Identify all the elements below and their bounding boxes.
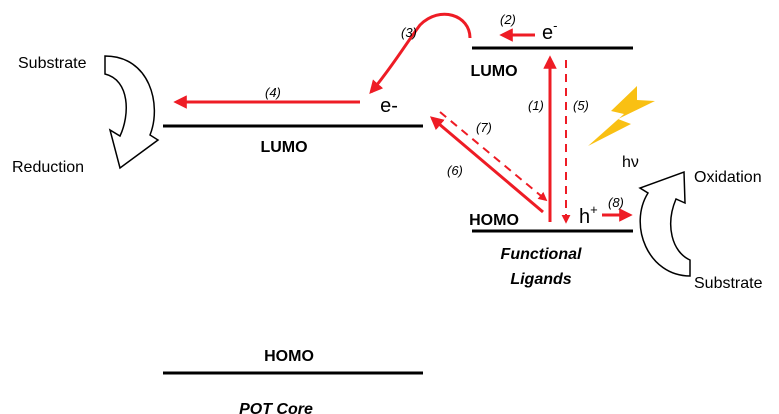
- electron-core-label: e-: [380, 95, 398, 117]
- ligands-caption-line2: Ligands: [510, 271, 571, 288]
- hole-symbol: h: [579, 206, 590, 228]
- ligands-caption-line1: Functional: [501, 246, 582, 263]
- arrow-step-3: [369, 12, 472, 95]
- lumo-core-label: LUMO: [260, 139, 307, 156]
- oxidation-label: Oxidation: [694, 169, 762, 186]
- hole-label: h+: [579, 202, 598, 228]
- homo-core-label: HOMO: [264, 348, 314, 365]
- electron-ligand-symbol: e: [542, 22, 553, 44]
- arrow-step-6: [429, 116, 544, 214]
- electron-ligand-sup: -: [553, 18, 557, 33]
- step-label-2: (2): [500, 12, 516, 27]
- reduction-label: Reduction: [12, 159, 84, 176]
- lightning-bolt-icon: [588, 86, 655, 146]
- hole-sup: +: [590, 202, 598, 217]
- step-label-1: (1): [528, 98, 544, 113]
- step-label-8: (8): [608, 195, 624, 210]
- step-label-6: (6): [447, 163, 463, 178]
- step-label-3: (3): [401, 25, 417, 40]
- arrow-step-7: [439, 111, 548, 202]
- curved-arrow-icon: [638, 170, 691, 277]
- step-label-4: (4): [265, 85, 281, 100]
- curved-arrow-icon: [104, 55, 160, 170]
- photon-label: hν: [622, 154, 639, 171]
- homo-ligand-label: HOMO: [469, 212, 519, 229]
- core-caption: POT Core: [239, 401, 313, 414]
- lumo-ligand-label: LUMO: [470, 63, 517, 80]
- substrate-right-label: Substrate: [694, 275, 763, 292]
- step-label-7: (7): [476, 120, 492, 135]
- substrate-left-label: Substrate: [18, 55, 87, 72]
- electron-ligand-label: e-: [542, 18, 557, 44]
- step-label-5: (5): [573, 98, 589, 113]
